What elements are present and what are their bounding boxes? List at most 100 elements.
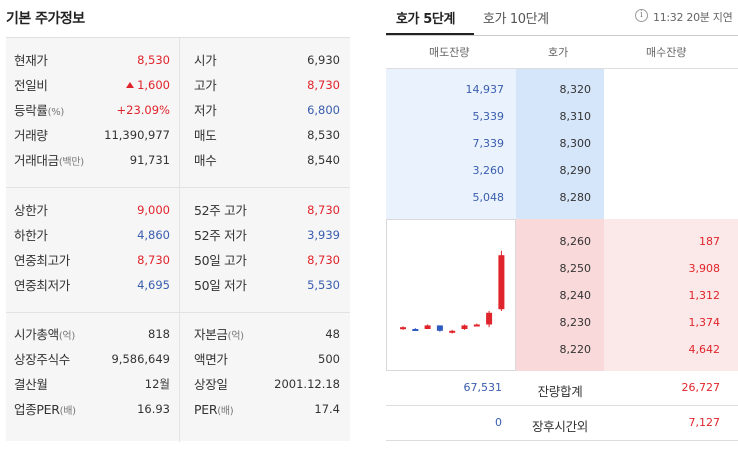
info-label: PER(배) bbox=[194, 402, 234, 417]
candle bbox=[498, 250, 505, 311]
candle bbox=[449, 329, 456, 334]
info-value: 6,800 bbox=[307, 103, 340, 117]
total-remaining-row: 67,531 잔량합계 26,727 bbox=[386, 371, 738, 406]
after-hours-label: 장후시간외 bbox=[531, 419, 588, 434]
info-value: 8,730 bbox=[307, 203, 340, 217]
info-value: 4,860 bbox=[137, 228, 170, 242]
info-label: 등락률(%) bbox=[14, 103, 65, 118]
info-value: 818 bbox=[148, 327, 170, 341]
info-value: 11,390,977 bbox=[104, 128, 170, 142]
bid-price[interactable]: 8,250 bbox=[559, 262, 592, 275]
price-section: 현재가 8,530 시가 6,930 전일비 1,600 고가 8,730 등락률(%) +23.… bbox=[6, 38, 350, 187]
info-label: 고가 bbox=[194, 78, 217, 93]
info-row: 전일비 1,600 고가 8,730 bbox=[6, 73, 350, 98]
tab-10-levels[interactable]: 호가 10단계 bbox=[483, 12, 549, 27]
bid-qty: 1,312 bbox=[688, 289, 721, 302]
info-label: 50일 고가 bbox=[194, 253, 247, 268]
info-row: 연중최저가 4,695 50일 저가 5,530 bbox=[6, 273, 350, 298]
candle bbox=[436, 325, 443, 332]
info-value: 48 bbox=[325, 327, 340, 341]
mini-candle-chart bbox=[386, 219, 516, 371]
limit-section: 상한가 9,000 52주 고가 8,730 하한가 4,860 52주 저가 3,939 연중… bbox=[6, 187, 350, 312]
orderbook-table: 매도잔량 호가 매수잔량 67,531 잔량합계 26,727 0 장후시간외 … bbox=[386, 35, 738, 441]
info-label: 결산월 bbox=[14, 377, 48, 392]
up-triangle-icon bbox=[126, 82, 135, 88]
candle bbox=[486, 311, 493, 328]
ask-price[interactable]: 8,280 bbox=[559, 191, 592, 204]
info-value: 8,730 bbox=[307, 78, 340, 92]
info-value: 6,930 bbox=[307, 53, 340, 67]
bid-price[interactable]: 8,230 bbox=[559, 316, 592, 329]
ask-price[interactable]: 8,290 bbox=[559, 164, 592, 177]
orderbook-panel: 호가 5단계 호가 10단계 i 11:32 20분 지연 매도잔량 호가 매수… bbox=[386, 0, 738, 452]
bid-qty: 187 bbox=[699, 235, 720, 248]
info-value: 5,530 bbox=[307, 278, 340, 292]
info-label: 자본금(억) bbox=[194, 327, 244, 342]
info-value: 2001.12.18 bbox=[274, 377, 340, 391]
ask-price-area bbox=[516, 69, 604, 219]
total-bid-qty: 26,727 bbox=[681, 381, 721, 394]
candle bbox=[424, 324, 431, 329]
info-row: 시가총액(억) 818 자본금(억) 48 bbox=[6, 322, 350, 347]
info-icon[interactable]: i bbox=[635, 9, 648, 22]
total-ask-qty: 67,531 bbox=[463, 381, 503, 394]
info-label: 하한가 bbox=[14, 228, 48, 243]
bid-price[interactable]: 8,240 bbox=[559, 289, 592, 302]
info-label: 상한가 bbox=[14, 203, 48, 218]
info-row: 상한가 9,000 52주 고가 8,730 bbox=[6, 198, 350, 223]
info-value: 500 bbox=[318, 352, 340, 366]
info-label: 액면가 bbox=[194, 352, 228, 367]
info-label: 현재가 bbox=[14, 53, 48, 68]
info-label: 상장주식수 bbox=[14, 352, 71, 367]
candle bbox=[412, 328, 419, 331]
bid-qty: 3,908 bbox=[688, 262, 721, 275]
candle bbox=[461, 324, 468, 330]
info-label: 연중최고가 bbox=[14, 253, 71, 268]
info-row: 하한가 4,860 52주 저가 3,939 bbox=[6, 223, 350, 248]
info-row: 거래대금(백만) 91,731 매수 8,540 bbox=[6, 148, 350, 173]
info-row: 업종PER(배) 16.93 PER(배) 17.4 bbox=[6, 397, 350, 422]
info-label: 연중최저가 bbox=[14, 278, 71, 293]
ask-qty: 3,260 bbox=[472, 164, 505, 177]
info-value: 3,939 bbox=[307, 228, 340, 242]
bid-price[interactable]: 8,260 bbox=[559, 235, 592, 248]
active-tab-indicator bbox=[386, 33, 474, 35]
info-value: 8,530 bbox=[137, 53, 170, 67]
ask-price[interactable]: 8,300 bbox=[559, 137, 592, 150]
info-row: 현재가 8,530 시가 6,930 bbox=[6, 48, 350, 73]
info-label: 시가총액(억) bbox=[14, 327, 75, 342]
info-label: 52주 고가 bbox=[194, 203, 247, 218]
info-label: 거래량 bbox=[14, 128, 48, 143]
ask-qty-header: 매도잔량 bbox=[429, 46, 470, 59]
candle-chart-svg bbox=[400, 250, 505, 334]
bid-price[interactable]: 8,220 bbox=[559, 343, 592, 356]
ask-price[interactable]: 8,320 bbox=[559, 83, 592, 96]
basic-info-panel: 기본 주가정보 현재가 8,530 시가 6,930 전일비 1,600 고가 8,730 등락… bbox=[0, 0, 352, 452]
info-value: 8,730 bbox=[307, 253, 340, 267]
info-row: 상장주식수 9,586,649 액면가 500 bbox=[6, 347, 350, 372]
info-value: 9,586,649 bbox=[111, 352, 170, 366]
info-value: 1,600 bbox=[126, 77, 170, 94]
ask-qty: 7,339 bbox=[472, 137, 505, 150]
info-value: 8,530 bbox=[307, 128, 340, 142]
info-row: 등락률(%) +23.09% 저가 6,800 bbox=[6, 98, 350, 123]
info-label: 저가 bbox=[194, 103, 217, 118]
ask-price[interactable]: 8,310 bbox=[559, 110, 592, 123]
info-label: 50일 저가 bbox=[194, 278, 247, 293]
info-value: 9,000 bbox=[137, 203, 170, 217]
delay-notice: 11:32 20분 지연 bbox=[653, 11, 733, 24]
info-value: 17.4 bbox=[314, 402, 340, 416]
ask-qty: 5,048 bbox=[472, 191, 505, 204]
after-hours-ask-qty: 0 bbox=[495, 416, 502, 429]
orderbook-header: 매도잔량 호가 매수잔량 bbox=[386, 36, 738, 69]
info-label: 전일비 bbox=[14, 78, 48, 93]
tab-5-levels[interactable]: 호가 5단계 bbox=[396, 12, 456, 27]
info-value: +23.09% bbox=[116, 103, 171, 117]
candle bbox=[400, 326, 406, 330]
ask-qty: 14,937 bbox=[465, 83, 505, 96]
price-header: 호가 bbox=[548, 46, 569, 59]
info-row: 거래량 11,390,977 매도 8,530 bbox=[6, 123, 350, 148]
info-row: 결산월 12월 상장일 2001.12.18 bbox=[6, 372, 350, 397]
info-value: 91,731 bbox=[129, 153, 170, 167]
basic-info-table: 현재가 8,530 시가 6,930 전일비 1,600 고가 8,730 등락률(%) +23.… bbox=[6, 37, 350, 442]
